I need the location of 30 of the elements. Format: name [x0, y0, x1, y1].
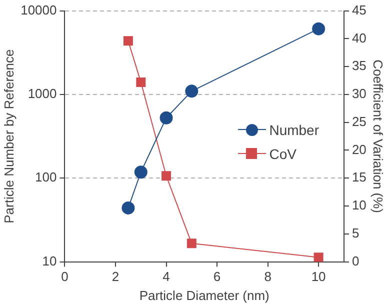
- point: [312, 22, 326, 36]
- point: [134, 166, 148, 179]
- y2-axis-title: Coefficient of Variation (%): [370, 60, 386, 214]
- y-tick-label: 10: [42, 253, 57, 268]
- point: [160, 111, 173, 124]
- x-tick-label: 6: [213, 269, 221, 284]
- x-tick-label: 0: [61, 269, 68, 284]
- y2-tick-label: 10: [352, 198, 366, 213]
- y2-tick-label: 5: [352, 225, 360, 240]
- y-tick-label: 1000: [28, 86, 57, 102]
- legend-label: CoV: [269, 146, 296, 162]
- x-tick-label: 4: [162, 269, 170, 284]
- y2-tick-label: 20: [352, 142, 366, 157]
- x-tick-label: 10: [311, 269, 326, 284]
- y2-tick-label: 30: [352, 86, 366, 102]
- x-axis-title: Particle Diameter (nm): [139, 288, 270, 303]
- legend-label: Number: [269, 122, 319, 138]
- y2-tick-label: 0: [352, 253, 360, 268]
- y-tick-label: 10000: [20, 2, 57, 18]
- y2-tick-label: 45: [352, 2, 366, 18]
- y-tick-label: 100: [35, 170, 57, 185]
- y2-tick-label: 35: [352, 58, 366, 74]
- y2-tick-label: 15: [352, 170, 366, 185]
- x-tick-label: 8: [264, 269, 272, 284]
- y-axis-title: Particle Number by Reference: [1, 49, 16, 224]
- y2-tick-label: 25: [352, 114, 366, 129]
- point: [185, 84, 198, 98]
- y2-tick-label: 40: [352, 30, 366, 46]
- point: [122, 201, 135, 214]
- x-tick-label: 2: [112, 269, 120, 284]
